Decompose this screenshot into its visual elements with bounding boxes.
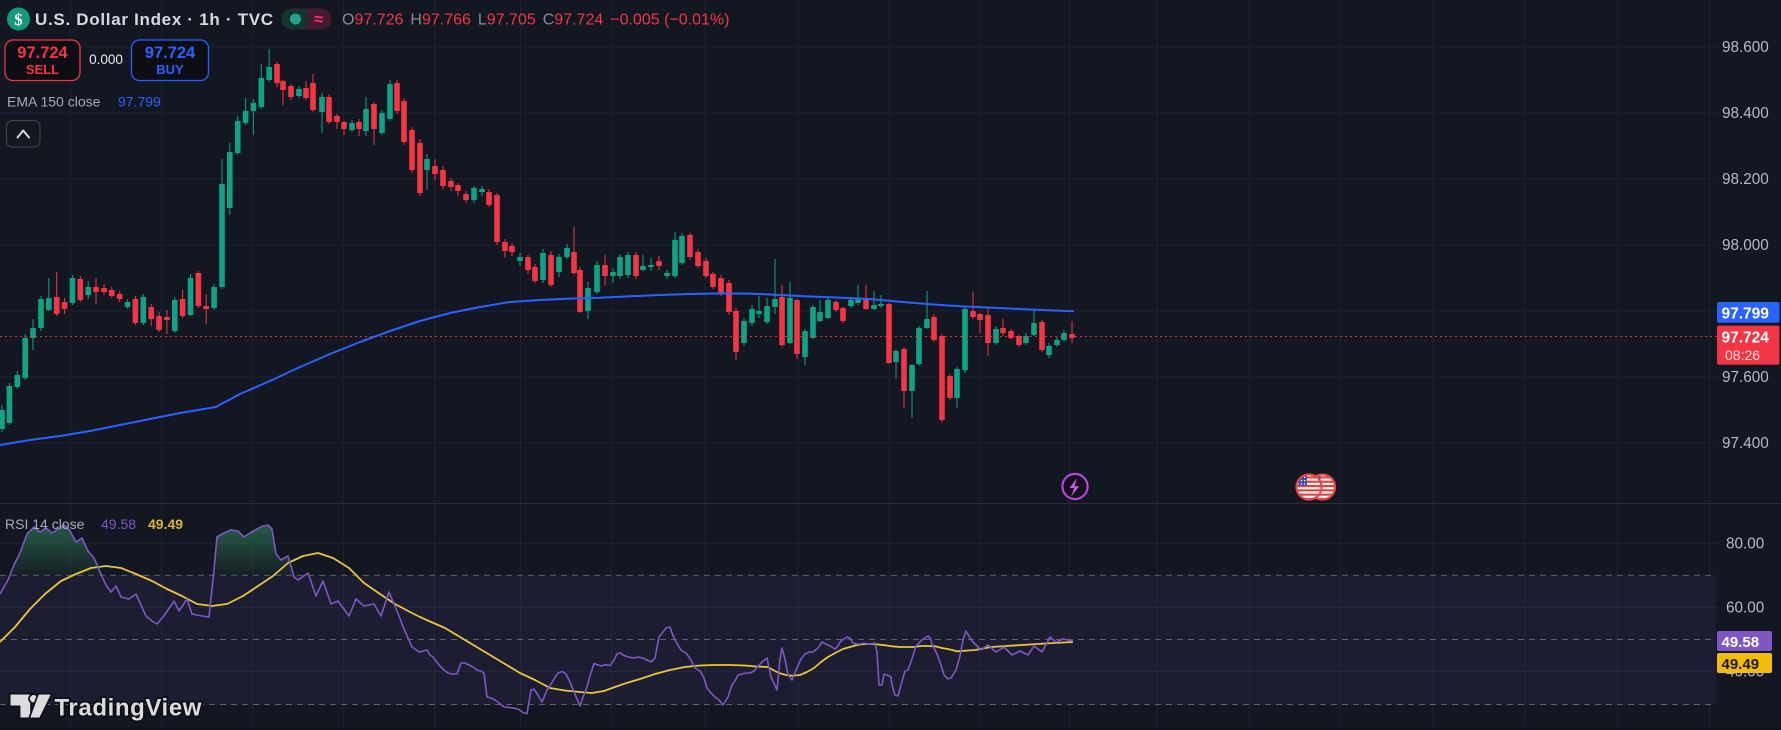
svg-text:≈: ≈ [314, 11, 323, 29]
svg-text:49.58: 49.58 [1722, 634, 1760, 651]
svg-text:97.799: 97.799 [1722, 305, 1770, 322]
svg-text:RSI 14 close: RSI 14 close [5, 516, 85, 532]
svg-text:97.724: 97.724 [17, 44, 68, 62]
svg-text:98.600: 98.600 [1722, 39, 1769, 56]
svg-text:BUY: BUY [156, 62, 184, 77]
svg-text:98.000: 98.000 [1722, 237, 1769, 254]
svg-text:EMA 150 close: EMA 150 close [7, 94, 101, 110]
svg-text:98.400: 98.400 [1722, 105, 1769, 122]
svg-text:U.S. Dollar Index · 1h · TVC: U.S. Dollar Index · 1h · TVC [35, 10, 274, 29]
svg-text:49.49: 49.49 [148, 516, 183, 532]
svg-text:97.600: 97.600 [1722, 369, 1769, 386]
svg-text:97.724: 97.724 [1722, 330, 1770, 347]
svg-text:49.58: 49.58 [101, 516, 136, 532]
svg-text:98.200: 98.200 [1722, 171, 1769, 188]
svg-text:08:26: 08:26 [1725, 347, 1760, 363]
svg-text:97.400: 97.400 [1722, 435, 1769, 452]
svg-text:SELL: SELL [26, 62, 59, 77]
svg-text:60.00: 60.00 [1726, 600, 1764, 617]
svg-text:49.49: 49.49 [1722, 656, 1760, 673]
svg-text:TradingView: TradingView [55, 695, 203, 722]
svg-text:$: $ [14, 10, 23, 29]
svg-text:97.799: 97.799 [118, 94, 161, 110]
svg-text:0.000: 0.000 [89, 52, 123, 67]
svg-text:97.724: 97.724 [145, 44, 196, 62]
svg-text:80.00: 80.00 [1726, 536, 1764, 553]
